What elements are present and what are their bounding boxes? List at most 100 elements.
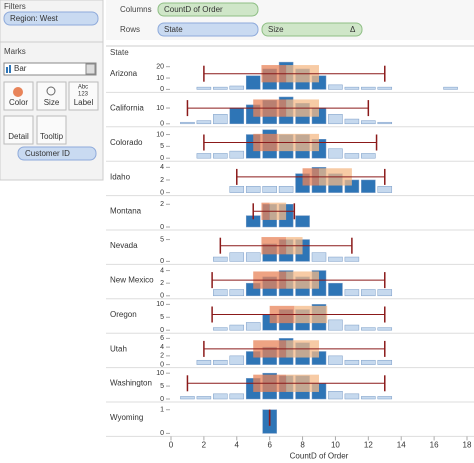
rows-pill-text[interactable]: Size	[268, 25, 284, 34]
y-tick-label: 10	[156, 131, 164, 138]
histogram-bar	[213, 393, 228, 400]
histogram-bar	[213, 153, 228, 159]
mark-button-label[interactable]: Color	[9, 98, 28, 107]
histogram-bar	[361, 120, 376, 125]
rows-pill[interactable]	[261, 22, 363, 37]
histogram-bar	[245, 186, 261, 193]
y-tick-label: 2	[160, 280, 164, 287]
rows-pill[interactable]	[157, 22, 259, 37]
histogram-bar	[229, 289, 245, 297]
mark-button-label[interactable]: Detail	[8, 132, 29, 141]
y-tick-label: 10	[156, 301, 164, 308]
histogram-bar	[328, 256, 343, 262]
y-tick-label: 0	[160, 430, 164, 437]
columns-pill[interactable]	[157, 2, 259, 17]
histogram-bar	[295, 215, 310, 228]
mark-button[interactable]	[36, 115, 67, 145]
histogram-bar	[180, 121, 195, 125]
histogram-bar	[245, 252, 261, 262]
histogram-bar	[344, 256, 360, 262]
label-icon-text: 123	[78, 92, 89, 98]
histogram-bar	[361, 153, 376, 159]
label-icon-text: Abc	[78, 85, 88, 91]
histogram-bar	[213, 327, 228, 331]
detail-pill-text[interactable]: Customer ID	[25, 149, 70, 158]
y-tick-label: 0	[160, 327, 164, 334]
x-tick-label: 10	[331, 441, 340, 450]
histogram-bar	[328, 84, 343, 90]
y-tick-label: 5	[160, 236, 164, 243]
filters-title: Filters	[4, 2, 26, 11]
histogram-bar	[328, 355, 343, 365]
histogram-bar	[213, 114, 228, 125]
histogram-bar	[245, 75, 261, 90]
histogram-bar	[344, 359, 360, 365]
y-tick-label: 5	[160, 314, 164, 321]
mark-button-label[interactable]: Size	[44, 98, 60, 107]
histogram-bar	[377, 396, 393, 400]
mark-type[interactable]: Bar	[14, 64, 27, 73]
histogram-bar	[213, 256, 228, 262]
y-tick-label: 4	[160, 267, 164, 274]
x-tick-label: 2	[202, 441, 207, 450]
histogram-bar	[328, 319, 343, 331]
detail-pill[interactable]	[17, 146, 97, 161]
histogram-bar	[213, 289, 228, 297]
histogram-bar	[328, 148, 343, 159]
histogram-bar	[328, 391, 343, 400]
state-label: Arizona	[110, 69, 138, 78]
y-tick-label: 0	[160, 121, 164, 128]
histogram-bar	[196, 153, 212, 159]
histogram-bar	[361, 359, 376, 365]
y-tick-label: 0	[160, 258, 164, 265]
y-tick-label: 5	[160, 383, 164, 390]
y-tick-label: 0	[160, 293, 164, 300]
histogram-bar	[229, 393, 245, 400]
histogram-bar	[344, 153, 360, 159]
y-tick-label: 6	[160, 335, 164, 342]
x-axis-title: CountD of Order	[290, 452, 349, 461]
y-tick-label: 10	[156, 370, 164, 377]
y-tick-label: 0	[160, 155, 164, 162]
dropdown-arrow[interactable]	[85, 63, 96, 75]
mark-button[interactable]	[68, 81, 99, 111]
histogram-bar	[344, 118, 360, 125]
histogram-bar	[377, 186, 393, 193]
histogram-bar	[311, 252, 327, 262]
histogram-bar	[344, 393, 360, 400]
columns-pill-text[interactable]: CountD of Order	[164, 5, 223, 14]
x-tick-label: 14	[397, 441, 406, 450]
y-tick-label: 10	[156, 105, 164, 112]
histogram-bar	[196, 359, 212, 365]
x-tick-label: 4	[235, 441, 240, 450]
state-label: Colorado	[110, 138, 143, 147]
x-tick-label: 12	[364, 441, 373, 450]
mark-button[interactable]	[3, 115, 34, 145]
histogram-bar	[229, 85, 245, 90]
histogram-bar	[377, 86, 393, 90]
rows-pill-text[interactable]: State	[164, 25, 183, 34]
y-tick-label: 1	[160, 407, 164, 414]
histogram-bar	[361, 86, 376, 90]
y-tick-label: 10	[156, 75, 164, 82]
state-label: New Mexico	[110, 276, 154, 285]
color-icon	[13, 87, 23, 97]
histogram-bar	[229, 355, 245, 365]
histogram-bar	[229, 150, 245, 159]
histogram-bar	[377, 327, 393, 331]
histogram-bar	[229, 186, 245, 193]
histogram-bar	[344, 324, 360, 331]
y-tick-label: 0	[160, 224, 164, 231]
x-tick-label: 0	[169, 441, 174, 450]
filter-pill[interactable]	[3, 11, 99, 26]
size-icon-dots	[46, 86, 56, 96]
histogram-bar	[278, 186, 294, 193]
mark-button-label[interactable]: Tooltip	[40, 132, 64, 141]
histogram-bar	[196, 120, 212, 125]
state-label: Wyoming	[110, 413, 143, 422]
rows-label: Rows	[120, 25, 140, 34]
y-tick-label: 0	[160, 86, 164, 93]
filter-pill-text[interactable]: Region: West	[10, 14, 59, 23]
mark-type-dropdown[interactable]	[3, 62, 97, 76]
mark-button-label[interactable]: Label	[74, 98, 94, 107]
